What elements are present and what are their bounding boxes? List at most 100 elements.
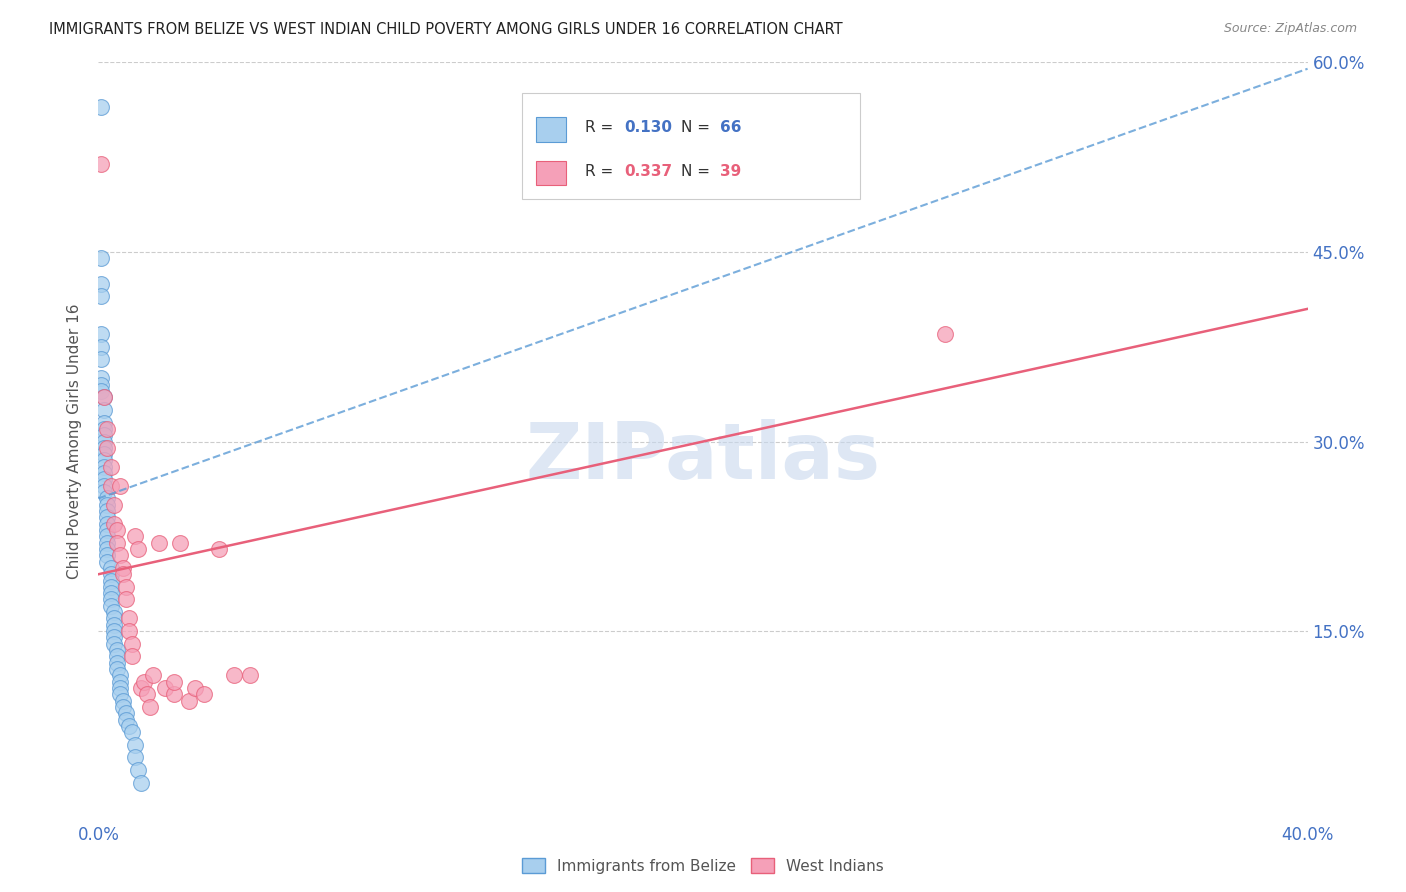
Point xyxy=(93,390,115,404)
Point xyxy=(111,567,134,582)
Text: IMMIGRANTS FROM BELIZE VS WEST INDIAN CHILD POVERTY AMONG GIRLS UNDER 16 CORRELA: IMMIGRANTS FROM BELIZE VS WEST INDIAN CH… xyxy=(49,22,842,37)
Text: 0.130: 0.130 xyxy=(624,120,672,136)
Point xyxy=(118,719,141,733)
Point xyxy=(96,510,118,524)
Point xyxy=(114,713,136,727)
Point xyxy=(103,605,125,619)
Y-axis label: Child Poverty Among Girls Under 16: Child Poverty Among Girls Under 16 xyxy=(67,304,83,579)
Point xyxy=(93,441,115,455)
FancyBboxPatch shape xyxy=(522,93,860,199)
Point xyxy=(93,473,115,487)
Point xyxy=(111,561,134,575)
Point xyxy=(153,681,176,695)
Point xyxy=(103,516,125,531)
Point xyxy=(108,674,131,689)
Point xyxy=(93,485,115,500)
Point xyxy=(96,529,118,543)
Point xyxy=(103,498,125,512)
Point xyxy=(129,681,152,695)
Point xyxy=(96,548,118,563)
Point xyxy=(90,377,112,392)
Point xyxy=(90,384,112,398)
Point xyxy=(111,699,134,714)
Text: N =: N = xyxy=(682,120,716,136)
Point xyxy=(96,535,118,549)
Point xyxy=(103,611,125,625)
Point xyxy=(96,516,118,531)
Point xyxy=(179,693,201,707)
Point xyxy=(93,466,115,480)
Point xyxy=(90,252,112,266)
Point xyxy=(108,479,131,493)
Point xyxy=(100,561,122,575)
Point xyxy=(163,687,186,701)
Point xyxy=(93,416,115,430)
Point xyxy=(96,441,118,455)
Point xyxy=(124,750,146,764)
Point xyxy=(105,643,128,657)
FancyBboxPatch shape xyxy=(536,161,567,186)
Point xyxy=(105,523,128,537)
Point xyxy=(105,662,128,676)
Point xyxy=(184,681,207,695)
Point xyxy=(90,100,112,114)
Point xyxy=(121,725,143,739)
Point xyxy=(108,668,131,682)
Legend: Immigrants from Belize, West Indians: Immigrants from Belize, West Indians xyxy=(516,852,890,880)
Point xyxy=(90,327,112,342)
Point xyxy=(93,479,115,493)
Point xyxy=(96,498,118,512)
Point xyxy=(90,277,112,291)
Point xyxy=(105,649,128,664)
Text: Source: ZipAtlas.com: Source: ZipAtlas.com xyxy=(1223,22,1357,36)
Point xyxy=(103,637,125,651)
Point xyxy=(100,586,122,600)
Point xyxy=(93,403,115,417)
Text: 66: 66 xyxy=(720,120,741,136)
Text: R =: R = xyxy=(585,120,617,136)
Point xyxy=(96,491,118,506)
Point xyxy=(142,668,165,682)
Text: N =: N = xyxy=(682,164,716,179)
Point xyxy=(108,681,131,695)
Point xyxy=(118,611,141,625)
Text: 0.337: 0.337 xyxy=(624,164,672,179)
Point xyxy=(139,699,162,714)
Point xyxy=(93,390,115,404)
Point xyxy=(163,674,186,689)
Text: 39: 39 xyxy=(720,164,741,179)
Point xyxy=(93,428,115,442)
Point xyxy=(124,529,146,543)
Point xyxy=(100,599,122,613)
Point xyxy=(124,738,146,752)
Point xyxy=(100,574,122,588)
Point xyxy=(193,687,215,701)
Point xyxy=(105,535,128,549)
Point xyxy=(208,541,231,556)
Point xyxy=(114,580,136,594)
Point xyxy=(135,687,157,701)
Point xyxy=(100,592,122,607)
Point xyxy=(90,156,112,170)
Point xyxy=(100,479,122,493)
Point xyxy=(132,674,155,689)
Point xyxy=(934,327,956,342)
Point xyxy=(108,548,131,563)
Point xyxy=(105,656,128,670)
Point xyxy=(93,434,115,449)
Point xyxy=(224,668,246,682)
Point xyxy=(96,504,118,518)
Point xyxy=(111,693,134,707)
Point xyxy=(121,637,143,651)
Point xyxy=(108,687,131,701)
Text: R =: R = xyxy=(585,164,617,179)
Point xyxy=(129,776,152,790)
Point xyxy=(93,453,115,467)
Point xyxy=(118,624,141,639)
Point xyxy=(239,668,262,682)
Point xyxy=(96,422,118,436)
Point xyxy=(103,631,125,645)
Point xyxy=(114,592,136,607)
Point xyxy=(90,371,112,385)
Point xyxy=(148,535,170,549)
